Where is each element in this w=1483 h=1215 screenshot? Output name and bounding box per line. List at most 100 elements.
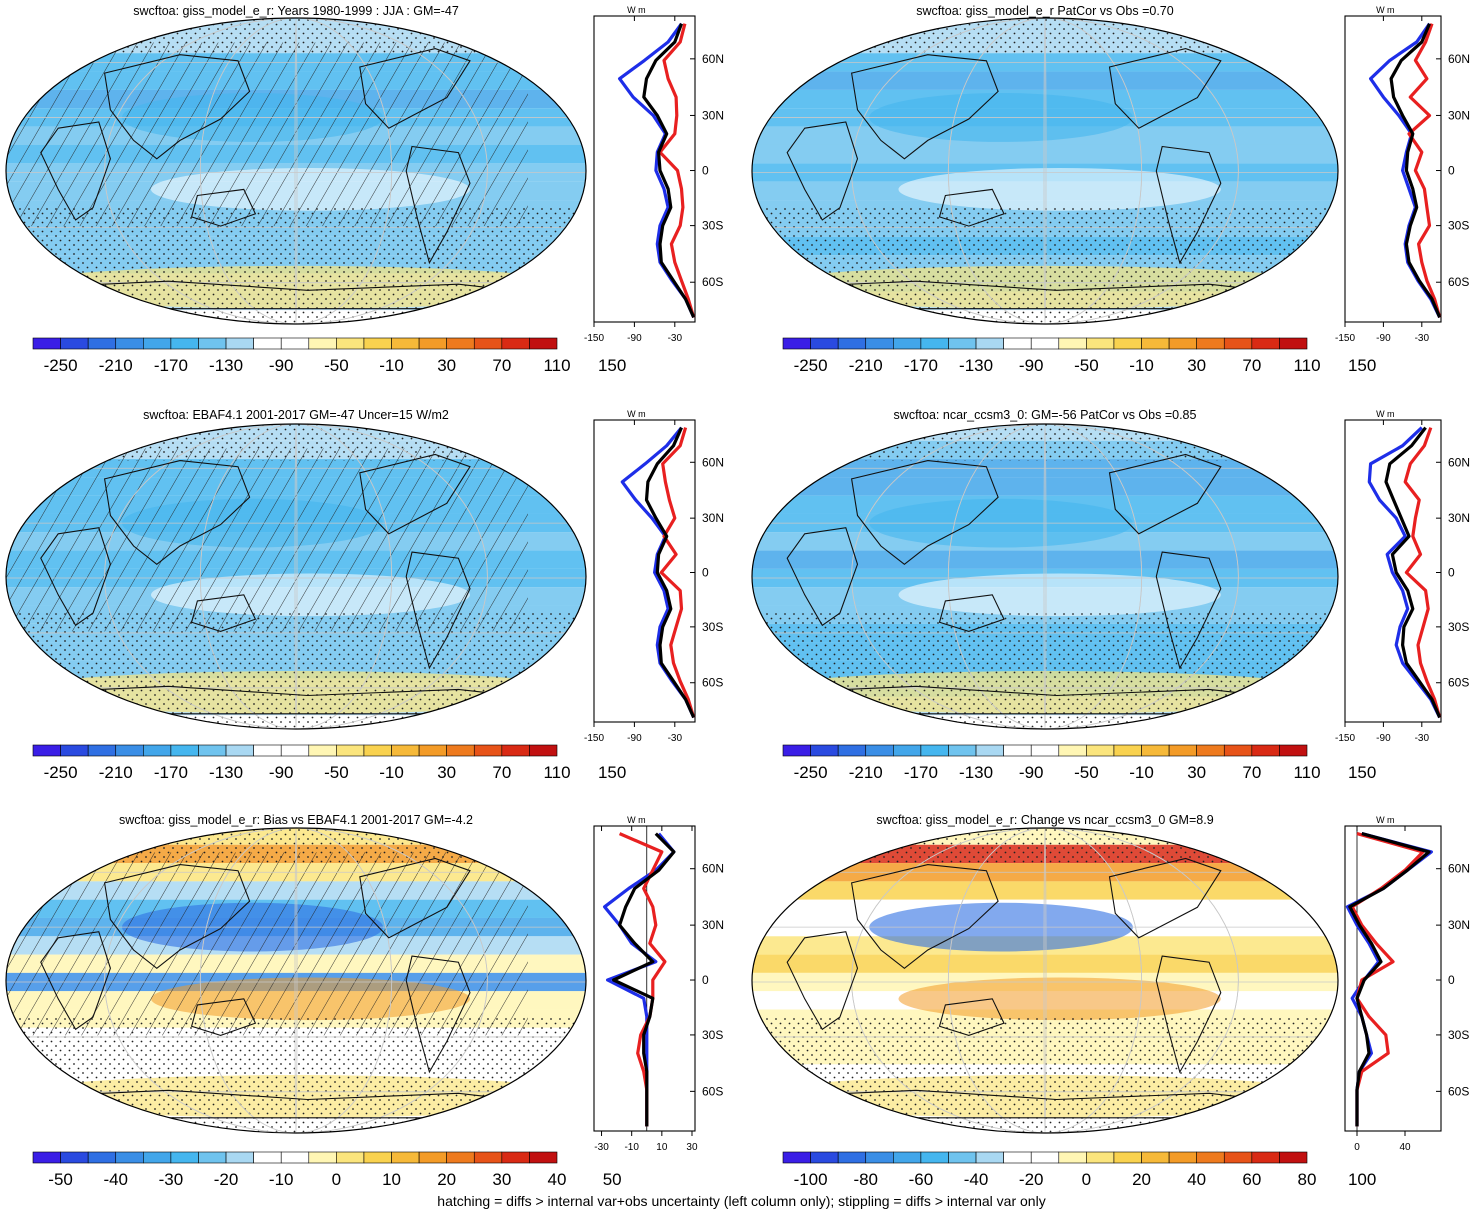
map	[6, 828, 586, 1133]
panel-3: swcftoa: EBAF4.1 2001-2017 GM=-47 Uncer=…	[5, 408, 724, 782]
profile-xtick-label: -150	[1335, 733, 1355, 744]
coastline	[359, 453, 471, 535]
coastline	[1108, 453, 1222, 535]
colorbar-box	[948, 744, 977, 757]
colorbar-box	[1003, 337, 1032, 350]
colorbar-label: -90	[269, 356, 294, 375]
colorbar-label: -130	[209, 356, 243, 375]
colorbar-label: -130	[959, 356, 993, 375]
colorbar-box	[446, 337, 475, 350]
coastline	[190, 188, 257, 227]
colorbar-box	[198, 744, 227, 757]
colorbar-label: 70	[492, 763, 511, 782]
colorbar-box	[32, 1151, 61, 1164]
panel-6: swcftoa: giss_model_e_r: Change vs ncar_…	[751, 813, 1470, 1189]
profile-series-2	[1403, 427, 1442, 718]
colorbar-box	[975, 1151, 1004, 1164]
map-outline	[751, 423, 1339, 730]
colorbar-box	[143, 1151, 172, 1164]
profile-series-3	[644, 426, 696, 719]
colorbar-box	[1223, 337, 1253, 350]
zonal-profile: W m -150 -90 -30 60N 30N 0 30S 60S	[1335, 5, 1470, 344]
colorbar-label: 100	[1348, 1170, 1376, 1189]
graticule-meridian	[294, 828, 298, 1133]
colorbar-label: -50	[1074, 763, 1099, 782]
colorbar-label: -210	[849, 356, 883, 375]
colorbar-box	[225, 744, 254, 757]
profile-ytick-label: 30N	[1448, 108, 1470, 122]
profile-ytick-label: 60S	[1448, 676, 1469, 690]
colorbar-label: 30	[437, 356, 456, 375]
profile-xtick-label: -150	[1335, 333, 1355, 344]
profile-ytick-label: 30S	[1448, 219, 1469, 233]
colorbar-label: -170	[904, 763, 938, 782]
colorbar-label: -100	[794, 1170, 828, 1189]
graticule-meridian	[851, 424, 1239, 729]
profile-xtick-label: -30	[594, 1142, 609, 1153]
profile-units: W m	[1376, 409, 1395, 419]
colorbar-box	[280, 744, 310, 757]
colorbar-box	[363, 1151, 392, 1164]
map-outline	[5, 17, 587, 325]
profile-ytick-label: 30S	[702, 1028, 723, 1042]
colorbar-label: -250	[794, 763, 828, 782]
colorbar-box	[280, 337, 310, 350]
colorbar-box	[501, 1151, 530, 1164]
colorbar-box	[1141, 337, 1170, 350]
colorbar-box	[893, 1151, 922, 1164]
colorbar-box	[198, 337, 227, 350]
profile-xtick-label: -90	[627, 333, 642, 344]
colorbar-box	[1196, 1151, 1225, 1164]
colorbar-label: 30	[1187, 356, 1206, 375]
graticule-meridian	[104, 424, 488, 729]
graticule-meridian	[1043, 18, 1047, 324]
profile-ytick-label: 0	[702, 164, 709, 178]
colorbar-label: 150	[598, 763, 626, 782]
colorbar-label: -50	[1074, 356, 1099, 375]
colorbar-box	[1030, 744, 1060, 757]
graticule-meridian	[1043, 828, 1047, 1133]
coastline	[850, 54, 999, 160]
colorbar-label: 30	[437, 763, 456, 782]
colorbar-box	[143, 337, 172, 350]
graticule-meridian	[104, 18, 488, 324]
map-patch	[898, 977, 1221, 1021]
colorbar: -250 -210 -170 -130 -90 -50 -10 30 70 110 150	[32, 337, 626, 375]
colorbar-label: -50	[48, 1170, 73, 1189]
profile-series-2	[618, 832, 667, 1127]
colorbar-label: 110	[1293, 763, 1320, 782]
colorbar-box	[446, 1151, 475, 1164]
colorbar-box	[1223, 1151, 1253, 1164]
colorbar-box	[893, 744, 922, 757]
colorbar-box	[253, 1151, 282, 1164]
colorbar-label: 20	[1132, 1170, 1151, 1189]
coastline	[40, 931, 111, 1031]
colorbar: -250 -210 -170 -130 -90 -50 -10 30 70 110 150	[782, 337, 1376, 375]
colorbar-box	[529, 337, 558, 350]
graticule-meridian	[947, 18, 1143, 324]
colorbar-box	[418, 337, 447, 350]
colorbar-box	[1003, 1151, 1032, 1164]
colorbar-box	[60, 1151, 89, 1164]
coastline	[786, 931, 859, 1031]
colorbar-box	[1279, 744, 1308, 757]
coastline	[786, 527, 859, 627]
coastline	[190, 998, 257, 1036]
colorbar-label: 50	[603, 1170, 622, 1189]
colorbar-box	[280, 1151, 310, 1164]
colorbar: -50 -40 -30 -20 -10 0 10 20 30 40 50	[32, 1151, 622, 1189]
colorbar-box	[948, 1151, 977, 1164]
coastline	[938, 188, 1005, 227]
colorbar-label: -50	[324, 763, 349, 782]
colorbar-box	[810, 1151, 839, 1164]
map-outline	[751, 17, 1339, 325]
map-patch	[898, 573, 1221, 617]
colorbar-label: 30	[1187, 763, 1206, 782]
profile-ytick-label: 30N	[1448, 918, 1470, 932]
colorbar-box	[60, 744, 89, 757]
stippling	[752, 207, 1338, 324]
colorbar-box	[948, 337, 977, 350]
colorbar-label: -40	[103, 1170, 128, 1189]
hatching	[6, 448, 528, 632]
colorbar-box	[87, 1151, 117, 1164]
